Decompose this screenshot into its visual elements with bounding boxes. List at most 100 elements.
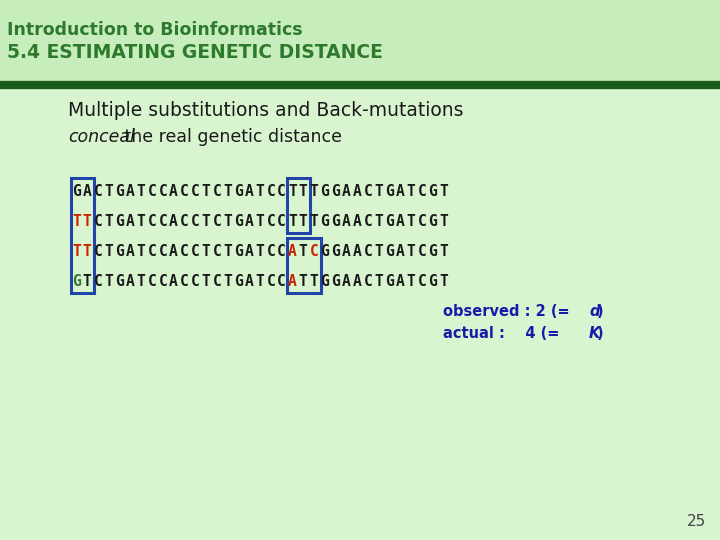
- Bar: [287, 178, 310, 233]
- Text: T: T: [104, 274, 113, 289]
- Text: C: C: [418, 274, 426, 289]
- Text: ): ): [597, 305, 603, 320]
- Text: Introduction to Bioinformatics: Introduction to Bioinformatics: [7, 21, 302, 39]
- Text: C: C: [180, 214, 189, 230]
- Text: A: A: [169, 214, 178, 230]
- Text: C: C: [158, 245, 167, 260]
- Text: G: G: [385, 214, 394, 230]
- Text: T: T: [299, 245, 307, 260]
- Text: C: C: [277, 274, 286, 289]
- Text: T: T: [137, 274, 145, 289]
- Text: T: T: [104, 214, 113, 230]
- Text: C: C: [364, 245, 372, 260]
- Text: A: A: [342, 245, 351, 260]
- Text: actual :    4 (=: actual : 4 (=: [443, 327, 564, 341]
- Text: G: G: [428, 274, 437, 289]
- Text: C: C: [158, 214, 167, 230]
- Text: T: T: [223, 214, 232, 230]
- Text: C: C: [94, 274, 102, 289]
- Text: T: T: [104, 185, 113, 199]
- Text: G: G: [72, 185, 81, 199]
- Text: T: T: [374, 185, 383, 199]
- Text: T: T: [439, 245, 448, 260]
- Text: T: T: [223, 274, 232, 289]
- Text: G: G: [234, 185, 243, 199]
- Text: A: A: [288, 274, 297, 289]
- Bar: [71, 178, 94, 293]
- Text: A: A: [126, 214, 135, 230]
- Text: A: A: [353, 245, 361, 260]
- Text: A: A: [245, 245, 253, 260]
- Text: C: C: [191, 245, 199, 260]
- Text: T: T: [202, 214, 210, 230]
- Text: conceal: conceal: [68, 128, 135, 146]
- Text: G: G: [428, 185, 437, 199]
- Text: A: A: [169, 245, 178, 260]
- Text: T: T: [223, 245, 232, 260]
- Bar: [287, 238, 321, 293]
- Text: C: C: [418, 185, 426, 199]
- Text: C: C: [266, 214, 275, 230]
- Text: Multiple substitutions and Back-mutations: Multiple substitutions and Back-mutation…: [68, 100, 464, 119]
- Text: G: G: [115, 274, 124, 289]
- Text: C: C: [212, 274, 221, 289]
- Text: A: A: [126, 274, 135, 289]
- Text: T: T: [439, 214, 448, 230]
- Text: G: G: [234, 274, 243, 289]
- Text: T: T: [256, 214, 264, 230]
- Text: T: T: [288, 214, 297, 230]
- Text: A: A: [353, 214, 361, 230]
- Text: C: C: [148, 245, 156, 260]
- Text: T: T: [202, 274, 210, 289]
- Text: C: C: [94, 185, 102, 199]
- Text: G: G: [234, 245, 243, 260]
- Text: C: C: [364, 185, 372, 199]
- Text: T: T: [72, 245, 81, 260]
- Text: T: T: [256, 185, 264, 199]
- Text: C: C: [310, 245, 318, 260]
- Text: 25: 25: [687, 515, 706, 530]
- Text: A: A: [353, 274, 361, 289]
- Text: A: A: [169, 274, 178, 289]
- Text: G: G: [320, 185, 329, 199]
- Text: d: d: [589, 305, 600, 320]
- Text: T: T: [310, 214, 318, 230]
- Text: T: T: [83, 245, 91, 260]
- Text: G: G: [385, 245, 394, 260]
- Text: C: C: [212, 214, 221, 230]
- Text: A: A: [396, 245, 405, 260]
- Text: T: T: [256, 245, 264, 260]
- Text: T: T: [104, 245, 113, 260]
- Text: G: G: [428, 214, 437, 230]
- Text: T: T: [310, 274, 318, 289]
- Text: T: T: [407, 214, 415, 230]
- Text: A: A: [169, 185, 178, 199]
- Text: A: A: [245, 214, 253, 230]
- Text: T: T: [299, 185, 307, 199]
- Text: C: C: [418, 214, 426, 230]
- Text: C: C: [277, 214, 286, 230]
- Text: T: T: [83, 214, 91, 230]
- Text: C: C: [191, 214, 199, 230]
- Text: G: G: [115, 245, 124, 260]
- Text: T: T: [202, 245, 210, 260]
- Text: T: T: [374, 245, 383, 260]
- Text: C: C: [191, 274, 199, 289]
- Text: C: C: [180, 274, 189, 289]
- Text: A: A: [288, 245, 297, 260]
- Text: C: C: [364, 274, 372, 289]
- Text: C: C: [94, 245, 102, 260]
- Text: T: T: [299, 214, 307, 230]
- Text: A: A: [245, 185, 253, 199]
- Text: A: A: [83, 185, 91, 199]
- Text: T: T: [374, 214, 383, 230]
- Text: G: G: [72, 274, 81, 289]
- Text: T: T: [72, 214, 81, 230]
- Text: T: T: [407, 274, 415, 289]
- Text: G: G: [115, 214, 124, 230]
- Text: C: C: [180, 245, 189, 260]
- Text: T: T: [83, 274, 91, 289]
- Text: C: C: [158, 274, 167, 289]
- Text: the real genetic distance: the real genetic distance: [119, 128, 342, 146]
- Text: C: C: [212, 185, 221, 199]
